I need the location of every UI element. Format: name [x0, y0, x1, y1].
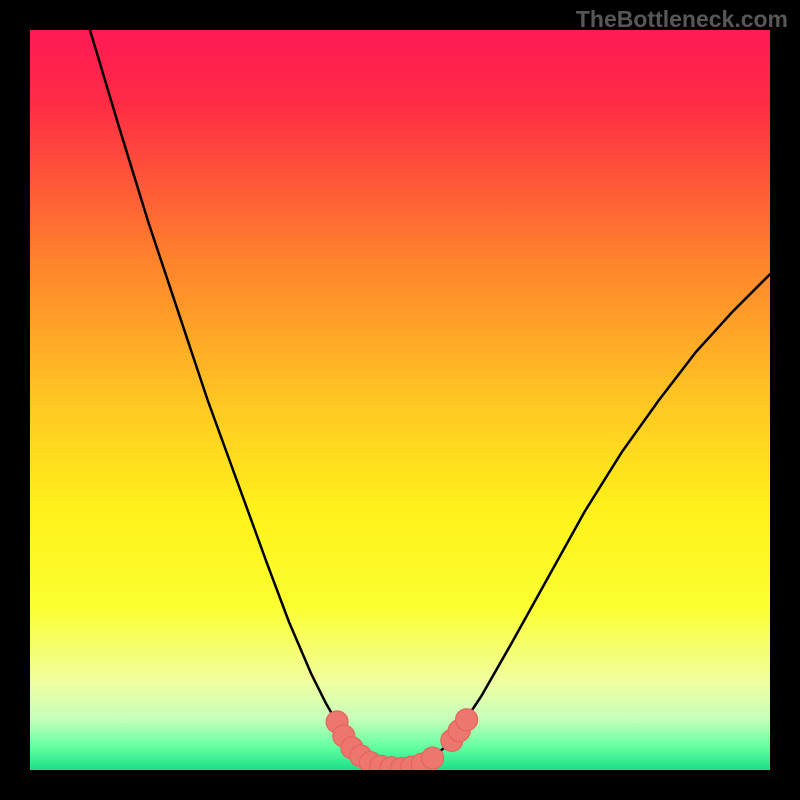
marker-group	[326, 709, 478, 770]
bottleneck-curve	[90, 30, 770, 769]
chart-frame: TheBottleneck.com	[0, 0, 800, 800]
watermark-label: TheBottleneck.com	[576, 6, 788, 33]
marker-dot	[456, 709, 478, 731]
marker-dot	[422, 747, 444, 769]
plot-area	[30, 30, 770, 770]
curve-layer	[30, 30, 770, 770]
